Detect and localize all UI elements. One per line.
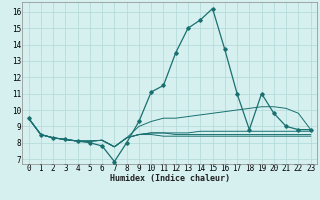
X-axis label: Humidex (Indice chaleur): Humidex (Indice chaleur): [110, 174, 230, 183]
